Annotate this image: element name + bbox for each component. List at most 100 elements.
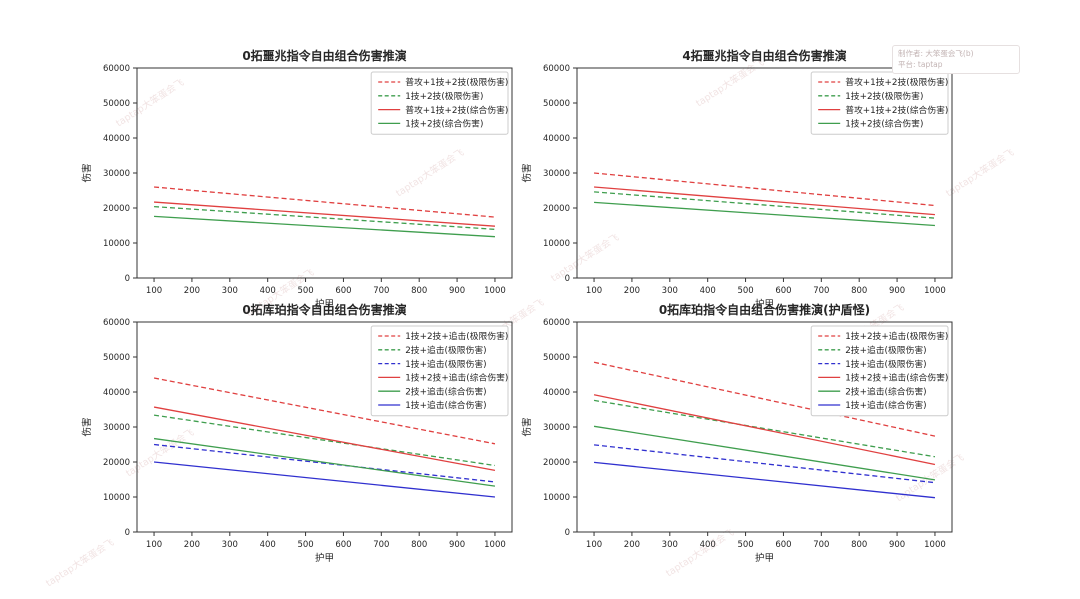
series-line-3 (153, 443, 496, 483)
x-tick-label: 700 (813, 540, 829, 550)
x-tick-label: 600 (775, 286, 791, 296)
series-line-1 (153, 377, 496, 445)
chart-panel-4: 0拓库珀指令自由组合伤害推演(护盾怪) 0 10000 20000 30000 40000… (521, 302, 953, 564)
y-tick-label: 0 (125, 528, 130, 538)
series-line-2 (153, 414, 496, 467)
x-tick-label: 200 (184, 286, 200, 296)
chart-title: 0拓库珀指令自由组合伤害推演(护盾怪) (659, 302, 870, 317)
y-tick-label: 60000 (543, 64, 570, 74)
y-axis-label: 伤害 (81, 163, 93, 182)
y-tick-label: 40000 (543, 388, 570, 398)
y-tick-label: 20000 (543, 458, 570, 468)
series-line-2 (593, 399, 936, 458)
y-tick-label: 50000 (103, 353, 130, 363)
series-line-4 (593, 394, 936, 466)
x-tick-label: 600 (335, 286, 351, 296)
y-tick-label: 10000 (543, 493, 570, 503)
x-axis-label: 护甲 (755, 552, 774, 564)
x-tick-label: 900 (889, 286, 905, 296)
x-tick-label: 300 (662, 540, 678, 550)
series-line-2 (154, 205, 495, 230)
legend-box (810, 325, 949, 417)
x-tick-label: 500 (737, 286, 753, 296)
series-line-1 (153, 186, 496, 218)
x-tick-label: 300 (662, 286, 678, 296)
y-tick-label: 50000 (543, 99, 570, 109)
series-line-5 (153, 437, 496, 487)
legend-label: 1技+2技(综合伤害) (405, 118, 483, 130)
chart-title: 0拓噩兆指令自由组合伤害推演 (242, 48, 406, 63)
x-tick-label: 100 (586, 540, 602, 550)
y-tick-label: 30000 (543, 423, 570, 433)
x-tick-label: 800 (411, 540, 427, 550)
series-line-3 (153, 201, 496, 227)
x-tick-label: 800 (851, 286, 867, 296)
x-tick-label: 1000 (484, 540, 506, 550)
series-line-6 (153, 461, 496, 498)
y-axis-label: 伤害 (521, 163, 533, 182)
y-tick-label: 0 (565, 274, 570, 284)
legend-label: 普攻+1技+2技(极限伤害) (845, 76, 948, 88)
legend-box (370, 325, 509, 417)
legend-label: 2技+追击(综合伤害) (845, 385, 926, 397)
y-tick-label: 10000 (103, 239, 130, 249)
x-tick-label: 100 (146, 540, 162, 550)
y-tick-label: 30000 (103, 423, 130, 433)
x-tick-label: 300 (222, 286, 238, 296)
series-line-1 (593, 361, 936, 437)
legend-label: 1技+2技(极限伤害) (405, 90, 483, 102)
y-tick-label: 50000 (543, 353, 570, 363)
x-tick-label: 700 (373, 286, 389, 296)
x-tick-label: 1000 (924, 286, 946, 296)
x-tick-label: 900 (889, 540, 905, 550)
chart-panel-1: 0拓噩兆指令自由组合伤害推演 0 10000 20000 30000 40000 50000… (81, 48, 513, 310)
legend-box (370, 71, 509, 135)
chart-panel-3: 0拓库珀指令自由组合伤害推演 0 10000 20000 30000 40000 50000… (81, 302, 513, 564)
y-tick-label: 60000 (543, 318, 570, 328)
x-tick-label: 700 (373, 540, 389, 550)
legend: 1技+2技+追击(极限伤害) 2技+追击(极限伤害) 1技+追击(极限伤害) 1技+2… (810, 325, 949, 417)
y-tick-label: 30000 (103, 169, 130, 179)
series-line-4 (154, 215, 495, 238)
x-axis-label: 护甲 (315, 552, 334, 564)
x-tick-label: 200 (184, 540, 200, 550)
series-line-3 (593, 186, 936, 216)
x-tick-label: 300 (222, 540, 238, 550)
x-tick-label: 1000 (484, 286, 506, 296)
author-watermark-line2: 平台: taptap (898, 60, 943, 70)
y-tick-label: 0 (125, 274, 130, 284)
x-tick-label: 400 (700, 540, 716, 550)
chart-panel-2: 4拓噩兆指令自由组合伤害推演 0 10000 20000 30000 40000 50000… (521, 48, 953, 310)
legend-label: 1技+2技(极限伤害) (845, 90, 923, 102)
series-line-5 (593, 425, 936, 481)
x-tick-label: 500 (737, 540, 753, 550)
legend: 普攻+1技+2技(极限伤害) 1技+2技(极限伤害) 普攻+1技+2技(综合伤害) 1… (810, 71, 949, 135)
x-tick-label: 600 (775, 540, 791, 550)
x-tick-label: 900 (449, 540, 465, 550)
y-axis-label: 伤害 (81, 417, 93, 436)
legend-label: 普攻+1技+2技(极限伤害) (405, 76, 508, 88)
legend-label: 2技+追击(综合伤害) (405, 385, 486, 397)
chart-title: 0拓库珀指令自由组合伤害推演 (242, 302, 406, 317)
y-tick-label: 60000 (103, 318, 130, 328)
y-tick-label: 10000 (543, 239, 570, 249)
legend-label: 1技+2技(综合伤害) (845, 118, 923, 130)
x-tick-label: 200 (624, 286, 640, 296)
x-tick-label: 800 (411, 286, 427, 296)
legend-label: 普攻+1技+2技(综合伤害) (405, 104, 508, 116)
y-tick-label: 50000 (103, 99, 130, 109)
x-axis-label: 护甲 (315, 298, 334, 310)
x-tick-label: 100 (586, 286, 602, 296)
y-tick-label: 40000 (103, 134, 130, 144)
series-line-4 (153, 406, 496, 472)
legend-label: 1技+2技+追击(综合伤害) (845, 372, 948, 384)
legend-label: 1技+2技+追击(极限伤害) (405, 330, 508, 342)
y-tick-label: 10000 (103, 493, 130, 503)
y-axis-label: 伤害 (521, 417, 533, 436)
series-line-6 (593, 461, 936, 499)
legend-label: 1技+追击(综合伤害) (405, 399, 486, 411)
legend: 普攻+1技+2技(极限伤害) 1技+2技(极限伤害) 普攻+1技+2技(综合伤害) 1… (370, 71, 509, 135)
author-watermark-line1: 制作者: 大笨蛋会飞(b) (898, 49, 974, 58)
y-tick-label: 20000 (103, 458, 130, 468)
